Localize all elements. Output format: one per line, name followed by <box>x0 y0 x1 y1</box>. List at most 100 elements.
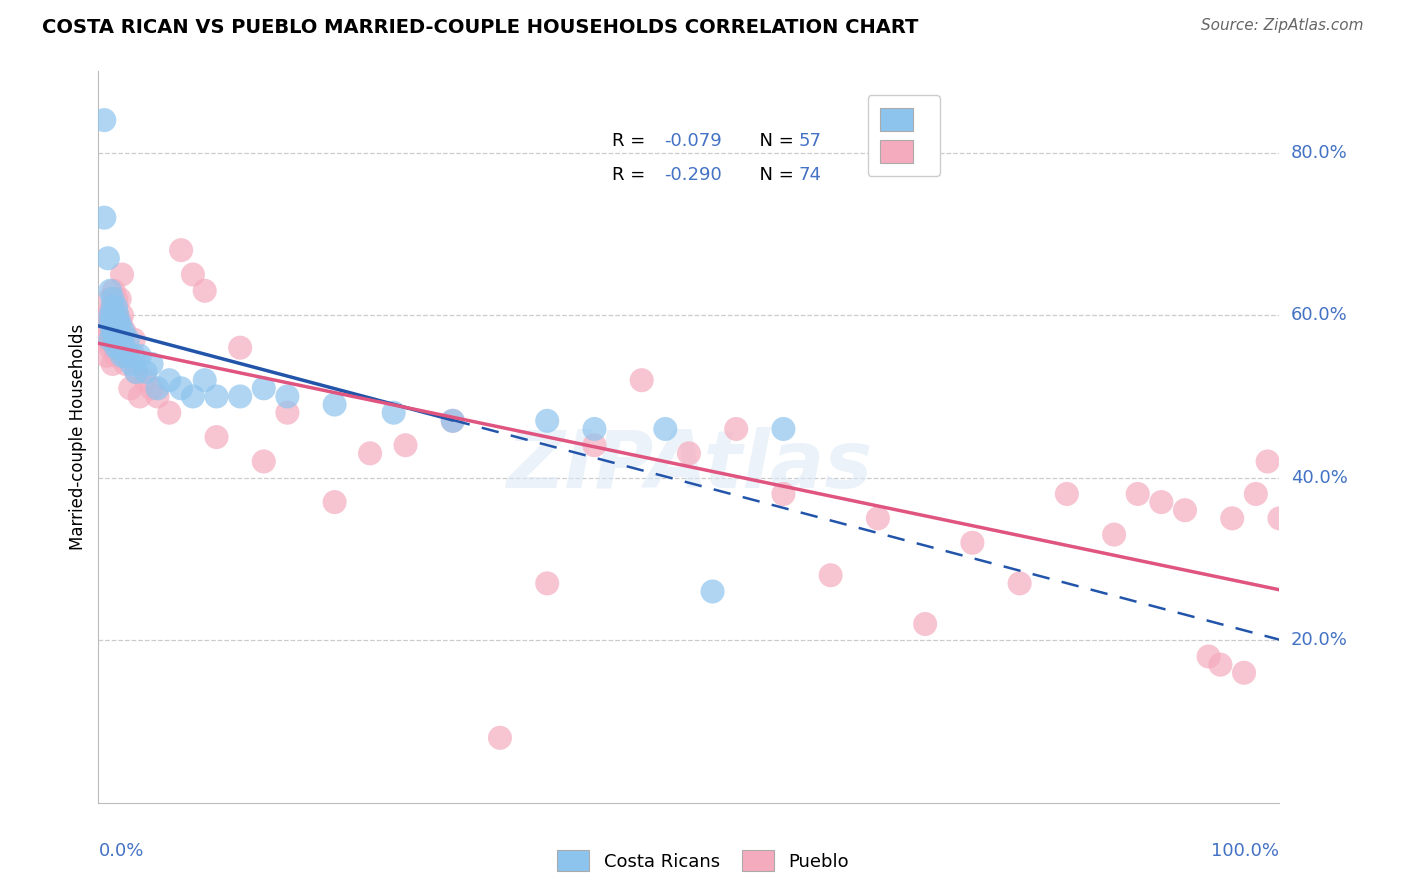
Point <box>583 422 606 436</box>
Point <box>128 349 150 363</box>
Point <box>772 487 794 501</box>
Point <box>93 211 115 225</box>
Point <box>359 446 381 460</box>
Point <box>101 333 124 347</box>
Text: N =: N = <box>748 132 800 150</box>
Point <box>98 308 121 322</box>
Y-axis label: Married-couple Households: Married-couple Households <box>69 324 87 550</box>
Point <box>583 438 606 452</box>
Point <box>253 454 276 468</box>
Point <box>1244 487 1267 501</box>
Point <box>111 268 134 282</box>
Point <box>1268 511 1291 525</box>
Point <box>107 341 129 355</box>
Point <box>105 300 128 314</box>
Point <box>98 292 121 306</box>
Point <box>103 284 125 298</box>
Point <box>105 308 128 322</box>
Point <box>820 568 842 582</box>
Point <box>121 357 143 371</box>
Point <box>128 389 150 403</box>
Point <box>108 333 131 347</box>
Point <box>93 308 115 322</box>
Point <box>97 333 120 347</box>
Point <box>125 365 148 379</box>
Point <box>105 292 128 306</box>
Point <box>772 422 794 436</box>
Point <box>962 535 984 549</box>
Text: 57: 57 <box>799 132 821 150</box>
Point <box>630 373 652 387</box>
Text: 80.0%: 80.0% <box>1291 144 1347 161</box>
Point <box>101 325 124 339</box>
Point <box>104 333 127 347</box>
Point <box>111 308 134 322</box>
Point <box>194 373 217 387</box>
Point <box>654 422 676 436</box>
Point <box>110 341 132 355</box>
Point <box>1056 487 1078 501</box>
Point <box>276 389 298 403</box>
Point <box>122 349 145 363</box>
Point <box>101 308 124 322</box>
Point <box>101 292 124 306</box>
Point <box>181 389 204 403</box>
Point <box>101 316 124 330</box>
Point <box>101 300 124 314</box>
Point <box>105 316 128 330</box>
Point <box>96 349 118 363</box>
Point <box>725 422 748 436</box>
Text: 20.0%: 20.0% <box>1291 632 1347 649</box>
Point <box>441 414 464 428</box>
Point <box>229 389 252 403</box>
Point <box>114 349 136 363</box>
Point <box>1233 665 1256 680</box>
Point <box>253 381 276 395</box>
Point <box>114 357 136 371</box>
Point <box>914 617 936 632</box>
Point <box>117 333 139 347</box>
Point <box>141 381 163 395</box>
Point <box>104 341 127 355</box>
Point <box>120 381 142 395</box>
Point <box>205 389 228 403</box>
Point <box>170 243 193 257</box>
Point <box>98 316 121 330</box>
Point <box>93 113 115 128</box>
Point <box>1174 503 1197 517</box>
Point <box>98 308 121 322</box>
Point <box>125 365 148 379</box>
Point <box>1257 454 1279 468</box>
Point <box>536 414 558 428</box>
Point <box>105 325 128 339</box>
Point <box>103 325 125 339</box>
Text: 60.0%: 60.0% <box>1291 306 1347 324</box>
Point <box>170 381 193 395</box>
Point <box>105 333 128 347</box>
Point <box>135 365 157 379</box>
Text: ZIPAtlas: ZIPAtlas <box>506 427 872 506</box>
Point <box>678 446 700 460</box>
Point <box>105 308 128 322</box>
Point <box>107 325 129 339</box>
Point <box>98 341 121 355</box>
Point <box>194 284 217 298</box>
Point <box>112 341 135 355</box>
Point <box>103 325 125 339</box>
Point <box>323 398 346 412</box>
Point <box>105 333 128 347</box>
Point <box>323 495 346 509</box>
Point <box>98 316 121 330</box>
Point <box>108 316 131 330</box>
Point <box>146 389 169 403</box>
Text: -0.079: -0.079 <box>664 132 721 150</box>
Point <box>181 268 204 282</box>
Point <box>104 308 127 322</box>
Text: N =: N = <box>748 166 800 185</box>
Point <box>157 373 180 387</box>
Point <box>382 406 405 420</box>
Point <box>122 333 145 347</box>
Point <box>229 341 252 355</box>
Text: 74: 74 <box>799 166 821 185</box>
Point <box>111 333 134 347</box>
